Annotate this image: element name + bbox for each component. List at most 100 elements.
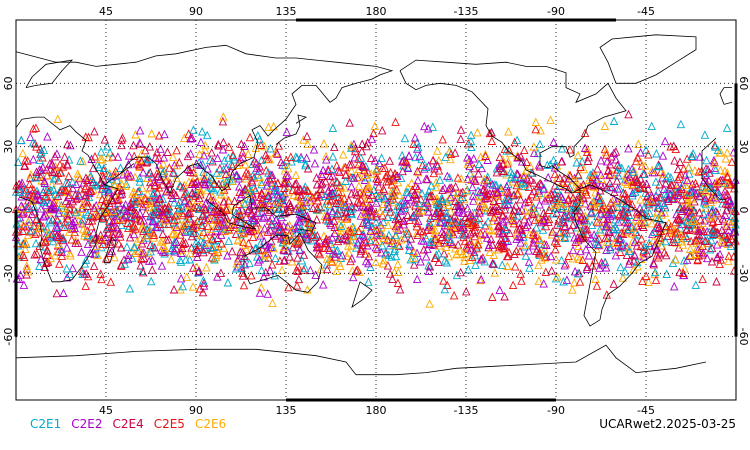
- occultation-marker: [580, 199, 590, 208]
- occultation-marker: [502, 251, 512, 261]
- occultation-marker: [139, 215, 148, 225]
- occultation-marker: [268, 219, 277, 229]
- occultation-marker: [297, 209, 306, 219]
- occultation-marker: [602, 150, 611, 159]
- occultation-marker: [372, 165, 382, 174]
- occultation-marker: [420, 121, 429, 131]
- occultation-marker: [607, 151, 616, 161]
- occultation-marker: [653, 213, 663, 223]
- occultation-marker: [653, 219, 663, 228]
- occultation-marker: [84, 132, 93, 142]
- occultation-marker: [446, 206, 455, 216]
- occultation-marker: [176, 273, 186, 283]
- occultation-marker: [594, 240, 603, 250]
- occultation-marker: [634, 139, 643, 148]
- occultation-marker: [650, 267, 660, 277]
- occultation-marker: [682, 233, 692, 242]
- occultation-marker: [579, 193, 588, 203]
- occultation-marker: [98, 239, 108, 248]
- occultation-marker: [129, 242, 139, 252]
- occultation-marker: [68, 263, 77, 273]
- occultation-marker: [570, 277, 579, 287]
- occultation-marker: [671, 144, 681, 154]
- occultation-marker: [224, 171, 233, 180]
- occultation-marker: [462, 186, 471, 196]
- occultation-marker: [468, 182, 477, 192]
- occultation-marker: [438, 185, 447, 194]
- occultation-marker: [188, 282, 198, 291]
- occultation-marker: [698, 274, 707, 284]
- occultation-marker: [52, 221, 61, 230]
- occultation-marker: [135, 234, 145, 243]
- occultation-marker: [354, 172, 364, 181]
- occultation-marker: [411, 190, 420, 199]
- occultation-marker: [105, 248, 115, 257]
- occultation-marker: [117, 135, 126, 144]
- occultation-marker: [86, 171, 96, 181]
- occultation-marker: [568, 245, 578, 255]
- occultation-marker: [486, 178, 495, 188]
- occultation-marker: [69, 220, 79, 230]
- occultation-marker: [593, 164, 602, 173]
- occultation-marker: [606, 244, 615, 254]
- occultation-marker: [117, 180, 127, 189]
- occultation-marker: [681, 189, 691, 198]
- occultation-marker: [509, 190, 519, 199]
- occultation-marker: [463, 203, 472, 213]
- occultation-marker: [202, 262, 211, 272]
- occultation-marker: [186, 133, 195, 143]
- occultation-marker: [366, 153, 376, 163]
- occultation-marker: [39, 197, 48, 207]
- occultation-marker: [411, 253, 420, 263]
- occultation-marker: [357, 139, 367, 148]
- occultation-marker: [366, 226, 375, 235]
- occultation-marker: [711, 142, 720, 151]
- occultation-marker: [620, 266, 630, 276]
- occultation-marker: [651, 177, 661, 186]
- occultation-marker: [384, 250, 394, 260]
- occultation-marker: [51, 173, 60, 182]
- occultation-marker: [545, 159, 555, 169]
- occultation-marker: [281, 170, 291, 179]
- occultation-marker: [221, 203, 231, 213]
- occultation-marker: [427, 181, 436, 190]
- occultation-marker: [335, 167, 344, 177]
- occultation-marker: [71, 194, 81, 204]
- occultation-marker: [66, 140, 75, 150]
- occultation-marker: [371, 217, 381, 227]
- occultation-marker: [29, 154, 38, 164]
- occultation-marker: [322, 264, 332, 274]
- occultation-marker: [449, 290, 459, 300]
- occultation-marker: [489, 259, 499, 269]
- occultation-marker: [181, 255, 191, 264]
- occultation-marker: [645, 241, 655, 250]
- occultation-marker: [155, 174, 165, 184]
- occultation-marker: [72, 179, 81, 188]
- occultation-marker: [23, 189, 33, 198]
- occultation-marker: [504, 191, 513, 201]
- occultation-marker: [182, 272, 192, 282]
- occultation-marker: [702, 155, 711, 165]
- occultation-marker: [539, 239, 549, 249]
- occultation-marker: [114, 229, 123, 238]
- legend: C2E1 C2E2 C2E4 C2E5 C2E6: [30, 417, 226, 431]
- occultation-marker: [64, 190, 74, 199]
- occultation-marker: [445, 234, 455, 244]
- occultation-marker: [383, 234, 392, 244]
- occultation-marker: [238, 271, 248, 280]
- occultation-marker: [261, 249, 270, 259]
- occultation-marker: [637, 234, 646, 243]
- occultation-marker: [297, 255, 307, 265]
- occultation-marker: [150, 177, 159, 186]
- occultation-marker: [603, 233, 613, 242]
- occultation-marker: [396, 206, 406, 216]
- occultation-marker: [520, 145, 529, 155]
- occultation-marker: [403, 163, 413, 172]
- occultation-marker: [723, 189, 732, 199]
- occultation-marker: [371, 257, 381, 267]
- occultation-marker: [312, 179, 322, 189]
- occultation-marker: [273, 189, 282, 199]
- occultation-marker: [669, 281, 679, 291]
- occultation-marker: [643, 191, 652, 200]
- occultation-marker: [124, 172, 134, 181]
